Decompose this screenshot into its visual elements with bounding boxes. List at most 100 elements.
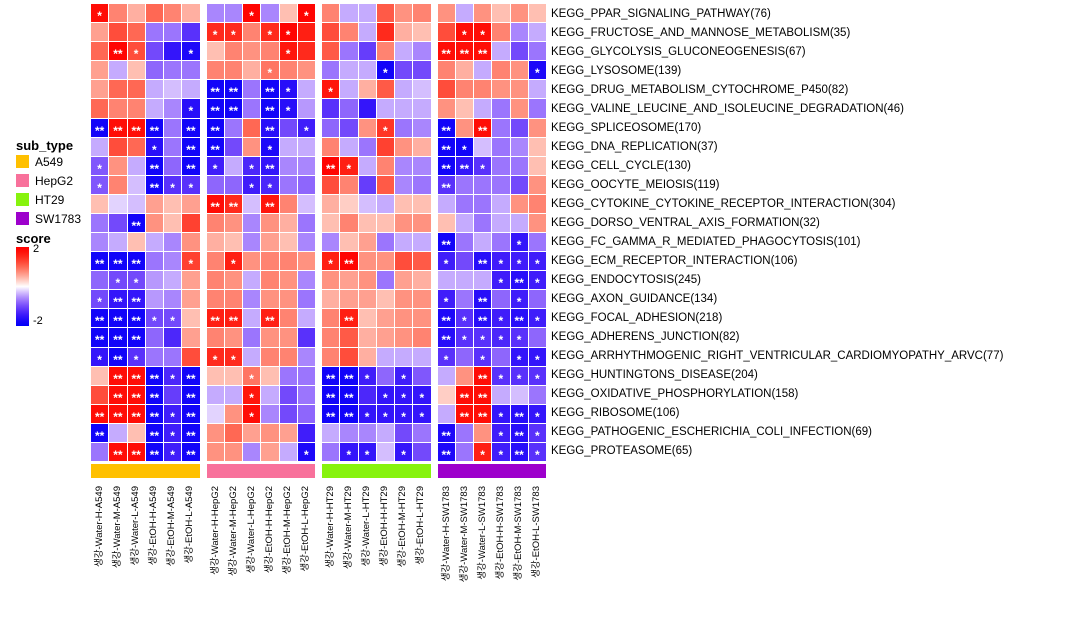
heatmap-cell: * [164,366,182,385]
heatmap-cell [358,423,376,442]
heatmap-cell: ** [109,252,127,271]
row-label: KEGG_CYTOKINE_CYTOKINE_RECEPTOR_INTERACT… [551,197,896,210]
heatmap-cell: ** [145,118,163,137]
heatmap-cell [243,194,261,213]
heatmap-cell [340,99,358,118]
heatmap-cell: ** [474,290,492,309]
heatmap-cell [413,252,431,271]
heatmap-cell [279,233,297,252]
heatmap-cell [279,137,297,156]
heatmap-cell [91,80,109,99]
heatmap-cell [510,137,528,156]
heatmap-cell [164,271,182,290]
heatmap-cell [492,23,510,42]
heatmap-cell [164,4,182,23]
heatmap-cell [279,290,297,309]
column-label: 생강-EtOH-H-SW1783 [494,486,506,580]
heatmap-cell [437,4,455,23]
heatmap-cell [358,213,376,232]
heatmap-cell [340,290,358,309]
heatmap-cell [224,328,242,347]
heatmap-cell [358,137,376,156]
heatmap-cell [510,175,528,194]
heatmap-cell [322,290,340,309]
heatmap-cell [413,442,431,461]
heatmap-cell [297,404,315,423]
heatmap-cell [297,137,315,156]
heatmap-cell [340,61,358,80]
heatmap-cell [182,271,200,290]
heatmap-cell [322,233,340,252]
heatmap-block-SW1783: * * ** ** ** * ** ** ** * ** ** * ** ** * * ** * * * * ** * * ** *… [437,4,546,461]
heatmap-cell [164,213,182,232]
heatmap-cell [376,137,394,156]
heatmap-cell: * [492,404,510,423]
subtype-label: HT29 [35,192,65,207]
heatmap-cell [376,290,394,309]
heatmap-cell: * [91,290,109,309]
heatmap-cell: ** [437,328,455,347]
column-label: 생강-EtOH-M-HepG2 [281,486,293,575]
heatmap-cell: ** [145,156,163,175]
heatmap-cell [413,42,431,61]
heatmap-cell: ** [206,137,224,156]
heatmap-cell [455,442,473,461]
heatmap-cell [395,137,413,156]
heatmap-cell [376,328,394,347]
heatmap-cell [395,347,413,366]
heatmap-cell: ** [109,347,127,366]
heatmap-cell [395,61,413,80]
heatmap-cell: * [528,347,546,366]
heatmap-cell [206,61,224,80]
heatmap-cell [182,309,200,328]
heatmap-cell [455,194,473,213]
heatmap-cell [243,42,261,61]
heatmap-cell [164,80,182,99]
heatmap-cell: ** [510,309,528,328]
heatmap-cell: * [127,347,145,366]
heatmap-cell [261,328,279,347]
heatmap-cell [109,233,127,252]
heatmap-cell [376,309,394,328]
heatmap-cell [261,271,279,290]
heatmap-cell [182,347,200,366]
heatmap-cell [243,233,261,252]
heatmap-cell [127,61,145,80]
subtype-swatch [16,193,29,206]
heatmap-cell [164,23,182,42]
heatmap-cell [395,42,413,61]
heatmap-cell [224,233,242,252]
heatmap-cell [182,213,200,232]
heatmap-cell [474,271,492,290]
heatmap-cell: ** [91,252,109,271]
heatmap-cell [297,309,315,328]
heatmap-cell [261,385,279,404]
column-label: 생강-EtOH-L-SW1783 [530,486,542,578]
heatmap-cell: * [182,175,200,194]
heatmap-cell: ** [127,290,145,309]
heatmap-cell: * [492,366,510,385]
heatmap-cell [492,175,510,194]
heatmap-cell: * [261,137,279,156]
heatmap-cell [358,175,376,194]
heatmap-cell: ** [109,328,127,347]
heatmap-cell [206,423,224,442]
heatmap-cell: * [376,404,394,423]
subtype-legend-item: SW1783 [16,209,81,228]
row-label: KEGG_AXON_GUIDANCE(134) [551,293,718,306]
heatmap-cell: ** [206,99,224,118]
heatmap-cell [91,442,109,461]
heatmap-cell [91,233,109,252]
heatmap-cell [510,42,528,61]
heatmap-cell [510,23,528,42]
heatmap-cell: ** [127,366,145,385]
heatmap-cell [528,194,546,213]
heatmap-cell: ** [340,252,358,271]
heatmap-cell [224,137,242,156]
heatmap-cell: ** [145,404,163,423]
heatmap-cell: ** [261,194,279,213]
column-label: 생강-Water-M-A549 [112,486,124,569]
heatmap-cell: ** [206,194,224,213]
heatmap-cell: * [528,366,546,385]
heatmap-cell [127,156,145,175]
